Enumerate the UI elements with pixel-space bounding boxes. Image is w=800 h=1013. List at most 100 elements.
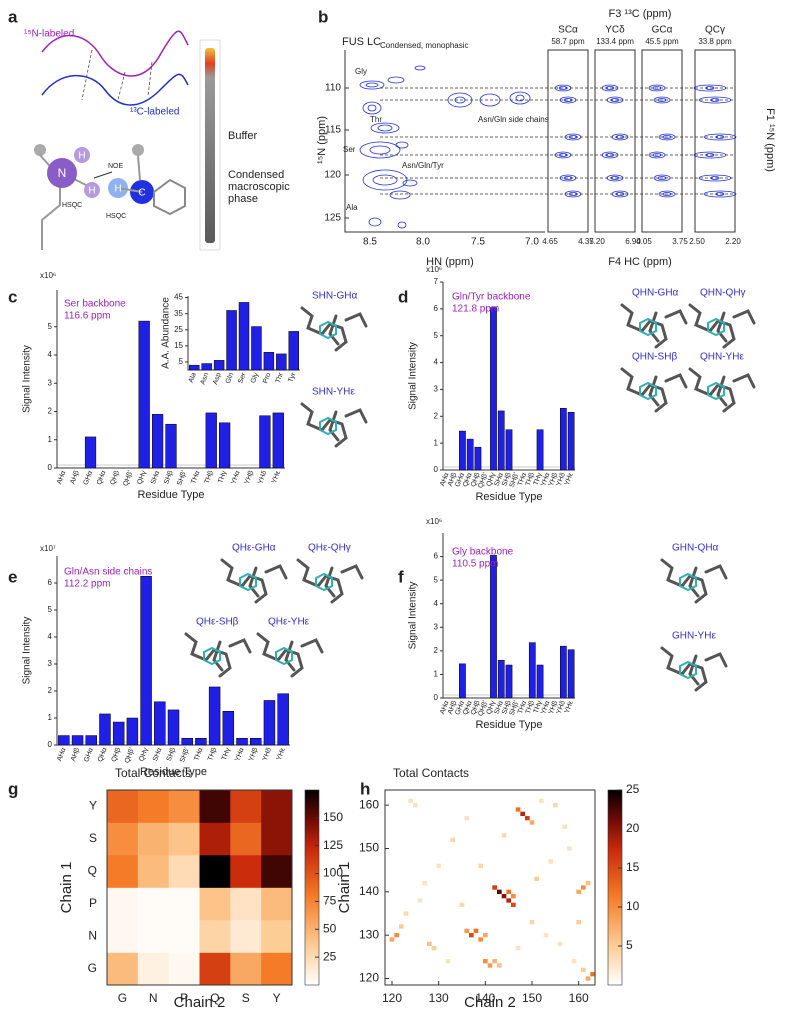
molecule-label: GHN-YHε (672, 631, 716, 642)
x-tick-label: 150 (522, 991, 542, 1005)
heatmap-cell (261, 790, 293, 823)
x-tick-label: SHα (152, 747, 163, 762)
bar (236, 738, 248, 746)
x-tick-label: 140 (475, 991, 495, 1005)
contour (564, 190, 582, 198)
bar (567, 649, 575, 699)
contour (564, 133, 582, 141)
y-tick-label: 2 (48, 407, 53, 416)
x-tick-label: SHβ' (509, 700, 521, 717)
y-tick-label: 3 (48, 659, 53, 668)
axis-line (187, 296, 300, 371)
x-tick-label: QHα (462, 700, 474, 716)
y-tick-label: 6 (48, 578, 53, 587)
heatmap-cell (199, 920, 231, 953)
y-tick-label: 6 (434, 552, 439, 561)
x-tick-label: QHα (462, 472, 474, 488)
bar (84, 436, 97, 469)
x-tick-label: Ser (237, 371, 248, 384)
bar (71, 735, 84, 746)
hsqc-label: HSQC (62, 202, 82, 209)
y-tick-label: 140 (359, 884, 379, 898)
contour (601, 151, 619, 159)
contour (698, 174, 732, 182)
annotation: Gln/Asn side chains (64, 567, 152, 578)
y-tick-label: 15 (174, 341, 183, 350)
contour (648, 84, 666, 92)
heatmap-cell (107, 855, 139, 888)
spectrum-subtitle: Condensed, monophasic (380, 41, 469, 50)
y-tick-label: 130 (359, 927, 379, 941)
bar (536, 429, 544, 471)
heatmap-cell (168, 822, 200, 856)
x-tick-label: YHα (540, 700, 551, 715)
bar (497, 660, 505, 699)
strip-tick: 2.50 (689, 237, 705, 246)
x-tick-label: THβ (207, 747, 218, 762)
bar (213, 360, 225, 371)
x-tick-label: THα (193, 747, 204, 762)
y-tick-label: 5 (179, 357, 184, 366)
y-tick-label: 1 (434, 670, 439, 679)
contour (715, 135, 725, 139)
y-tick-label: 4 (434, 599, 439, 608)
heatmap-cell (230, 822, 262, 856)
strip-frame (594, 49, 636, 233)
molecule (220, 558, 288, 604)
heatmap-cell (506, 889, 511, 894)
bar (528, 642, 536, 699)
strip-frame (641, 49, 683, 233)
strip-shift: 45.5 ppm (645, 37, 679, 46)
bar (459, 430, 466, 471)
chart-title: Total Contacts (115, 766, 191, 780)
contour (563, 176, 573, 180)
contour (615, 192, 625, 196)
x-tick-label: SHβ' (509, 472, 521, 489)
heatmap-cell (431, 946, 437, 951)
x-tick-label: Tyr (287, 371, 297, 383)
bar (195, 738, 207, 746)
molecule-label: SHN-YHε (312, 387, 355, 398)
peak-label: Ala (346, 203, 358, 212)
heatmap-cell (230, 790, 262, 823)
bar (205, 412, 217, 469)
panel-letter: b (318, 7, 328, 26)
x-tick-label: Asp (212, 372, 223, 386)
heatmap-cell (261, 920, 293, 953)
contour (710, 176, 720, 180)
bar (112, 721, 125, 746)
bar (466, 438, 474, 471)
molecule (620, 303, 688, 349)
bar (490, 555, 497, 699)
heatmap-cell (571, 959, 577, 964)
heatmap-cell (464, 928, 469, 933)
x-tick-label: YHδ (262, 747, 273, 762)
molecule (707, 381, 725, 401)
x-tick-label: Gly (250, 371, 260, 384)
y-tick-label: N (88, 928, 97, 942)
heatmap-cell (501, 894, 507, 899)
y-tick-label: 2 (434, 411, 439, 420)
unit-label: x10⁶ (40, 271, 56, 280)
bar (238, 302, 250, 371)
f3-label: F3 ¹³C (ppm) (609, 8, 672, 20)
x-tick-label: QHγ (486, 471, 498, 487)
contour (606, 174, 624, 182)
heatmap-cell (515, 807, 521, 812)
molecule-label: QHN-SHβ (632, 352, 677, 363)
strip-tick: 4.65 (542, 237, 558, 246)
heatmap-cell (230, 887, 262, 921)
contour (601, 84, 619, 92)
contour (605, 86, 615, 90)
heatmap-cell (483, 959, 488, 964)
colorbar-tick-label: 50 (323, 921, 337, 935)
heatmap-cell (511, 902, 516, 907)
x-tick-label: THγ (533, 471, 544, 486)
heatmap-cell (464, 816, 469, 821)
atom: H (114, 184, 121, 195)
bar (497, 410, 505, 471)
y-tick-label: 125 (324, 213, 341, 224)
x-tick-label: YHβ (548, 700, 559, 715)
y-tick-label: 1 (48, 713, 53, 722)
bar (288, 331, 300, 371)
